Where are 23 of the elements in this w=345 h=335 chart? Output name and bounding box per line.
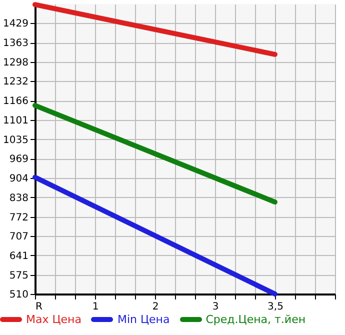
y-tick-label: 707 [9,231,28,242]
y-tick-label: 772 [9,212,28,224]
y-tick-label: 1232 [3,76,28,88]
y-tick-label: 510 [9,290,28,300]
y-tick-label: 575 [9,270,28,282]
y-tick-label: 1429 [3,18,28,30]
x-tick-label: 2 [152,302,159,312]
legend-label: Max Цена [26,313,82,326]
y-tick-label: 1101 [3,115,28,126]
y-tick-label: 904 [9,173,28,184]
x-tick-label: 3 [212,302,219,312]
x-tick-label: 1 [92,302,99,312]
y-tick-label: 838 [9,192,28,204]
x-tick-label: R [36,302,42,312]
y-tick-label: 641 [9,250,28,262]
y-tick-label: 969 [9,154,28,166]
legend-label: Min Цена [117,313,170,326]
y-tick-label: 1166 [3,96,28,108]
y-tick-label: 1363 [3,38,28,50]
y-tick-label: 1298 [3,57,28,68]
legend-label: Сред.Цена, т.йен [206,313,306,326]
y-tick-label: 1035 [3,134,28,146]
x-tick-label: 3,5 [268,302,284,312]
